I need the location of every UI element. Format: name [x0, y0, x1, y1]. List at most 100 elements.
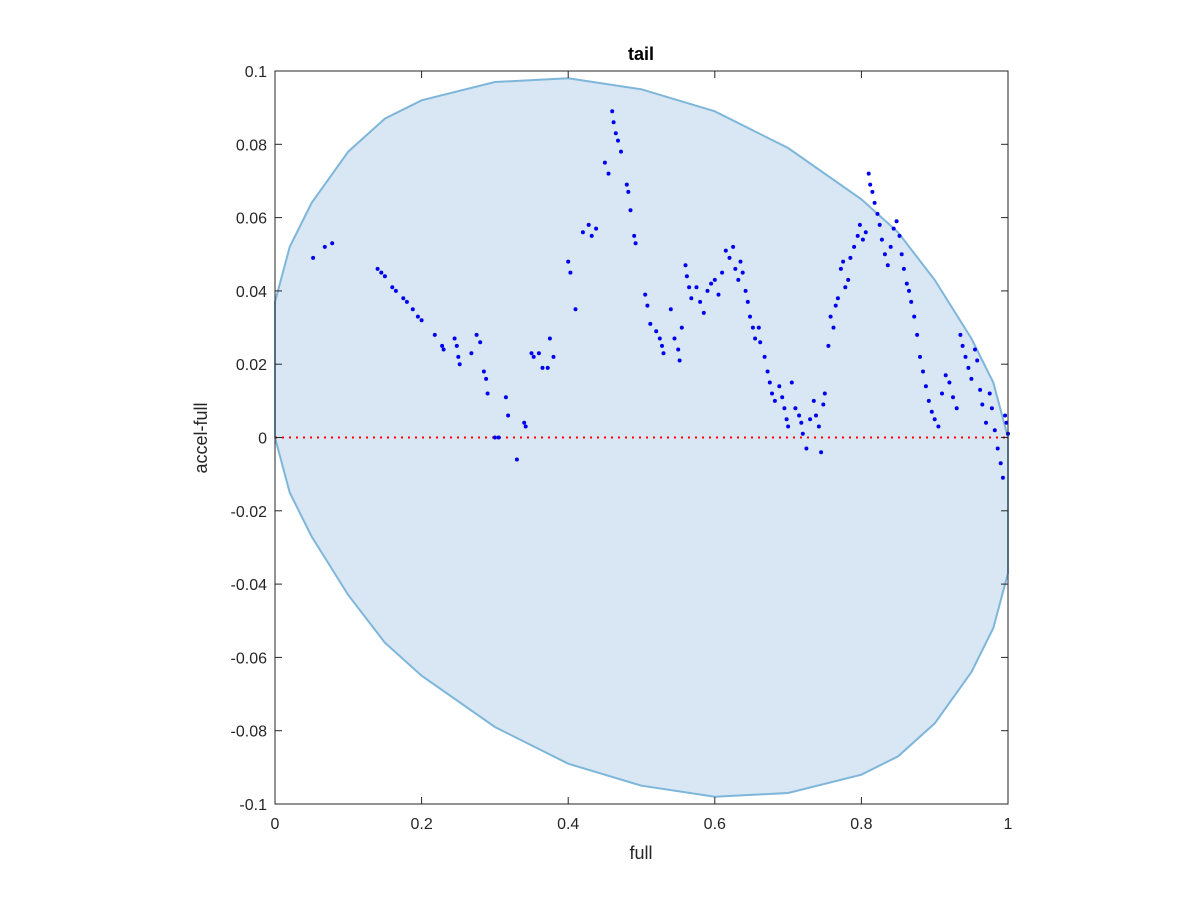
data-point: [602, 160, 607, 165]
data-point: [777, 384, 782, 389]
data-point: [611, 120, 616, 125]
data-point: [705, 288, 710, 293]
data-point: [748, 314, 752, 319]
data-point: [716, 292, 721, 297]
data-point: [1000, 475, 1005, 480]
data-point: [888, 244, 893, 249]
data-point: [568, 270, 573, 275]
data-point: [857, 222, 862, 227]
data-point: [855, 233, 860, 238]
data-point: [594, 226, 599, 231]
data-point: [432, 332, 437, 337]
data-point: [863, 230, 868, 235]
data-point: [712, 277, 717, 282]
data-point: [821, 402, 826, 407]
data-point: [676, 347, 681, 352]
data-point: [731, 244, 736, 249]
data-point: [954, 406, 959, 411]
data-point: [786, 424, 791, 429]
data-point: [958, 332, 963, 337]
data-point: [899, 252, 904, 257]
y-tick-label: 0.1: [245, 64, 267, 81]
data-point: [679, 325, 684, 330]
data-point: [966, 365, 971, 370]
data-point: [474, 332, 479, 337]
data-point: [415, 314, 420, 319]
data-point: [492, 435, 497, 440]
y-tick-label: 0.06: [236, 211, 267, 228]
data-point: [767, 380, 772, 385]
data-point: [848, 255, 853, 260]
data-point: [661, 351, 666, 356]
data-point: [529, 351, 534, 356]
data-point: [452, 336, 457, 341]
data-point: [877, 222, 882, 227]
data-point: [684, 274, 689, 279]
data-point: [628, 208, 633, 213]
data-point: [496, 435, 501, 440]
data-point: [657, 336, 662, 341]
data-point: [882, 252, 887, 257]
data-point: [753, 336, 758, 341]
data-point: [668, 307, 673, 312]
data-point: [619, 149, 623, 154]
data-point: [904, 281, 909, 286]
data-point: [897, 233, 902, 238]
data-point: [909, 299, 914, 304]
data-point: [322, 244, 327, 249]
data-point: [885, 263, 890, 268]
data-point: [551, 354, 556, 359]
data-point: [522, 420, 527, 425]
data-point: [419, 318, 424, 323]
data-point: [912, 314, 917, 319]
data-point: [740, 270, 745, 275]
data-point: [648, 321, 653, 326]
data-point: [454, 343, 459, 348]
y-axis-label: accel-full: [191, 402, 211, 473]
x-tick-label: 0.2: [410, 816, 432, 833]
data-point: [379, 270, 384, 275]
x-tick-label: 0.6: [704, 816, 726, 833]
data-point: [819, 450, 824, 455]
y-tick-label: 0.02: [236, 357, 267, 374]
data-point: [816, 424, 821, 429]
data-point: [441, 347, 446, 352]
data-point: [756, 325, 761, 330]
data-point: [503, 395, 508, 400]
data-point: [951, 395, 955, 400]
x-tick-label: 0.8: [850, 816, 872, 833]
y-tick-label: 0.04: [236, 284, 267, 301]
data-point: [382, 274, 387, 279]
y-tick-label: 0.08: [236, 137, 267, 154]
data-point: [875, 211, 880, 216]
data-point: [456, 354, 461, 359]
data-point: [469, 351, 474, 356]
data-point: [616, 138, 620, 143]
data-point: [932, 417, 937, 422]
data-point: [799, 420, 804, 425]
data-point: [720, 270, 725, 275]
data-point: [610, 109, 615, 114]
y-tick-label: -0.02: [231, 504, 268, 521]
data-point: [833, 303, 838, 308]
data-point: [789, 380, 794, 385]
data-point: [632, 233, 637, 238]
data-point: [410, 307, 415, 312]
data-point: [826, 343, 831, 348]
data-point: [547, 336, 552, 341]
y-tick-label: -0.06: [231, 650, 268, 667]
data-point: [784, 417, 789, 422]
plot-area: 0 0.2 0.4 0.6 0.8 1 -0.1 -0.08 -0.06 -0.04 -0.02 0 0…: [231, 64, 1013, 833]
data-point: [540, 365, 545, 370]
data-point: [915, 332, 920, 337]
data-point: [481, 369, 486, 374]
data-point: [545, 365, 550, 370]
data-point: [566, 259, 571, 264]
data-point: [762, 354, 767, 359]
data-point: [484, 376, 489, 381]
data-point: [963, 354, 968, 359]
data-point: [947, 380, 952, 385]
data-point: [573, 307, 578, 312]
data-point: [780, 395, 785, 400]
data-point: [506, 413, 511, 418]
